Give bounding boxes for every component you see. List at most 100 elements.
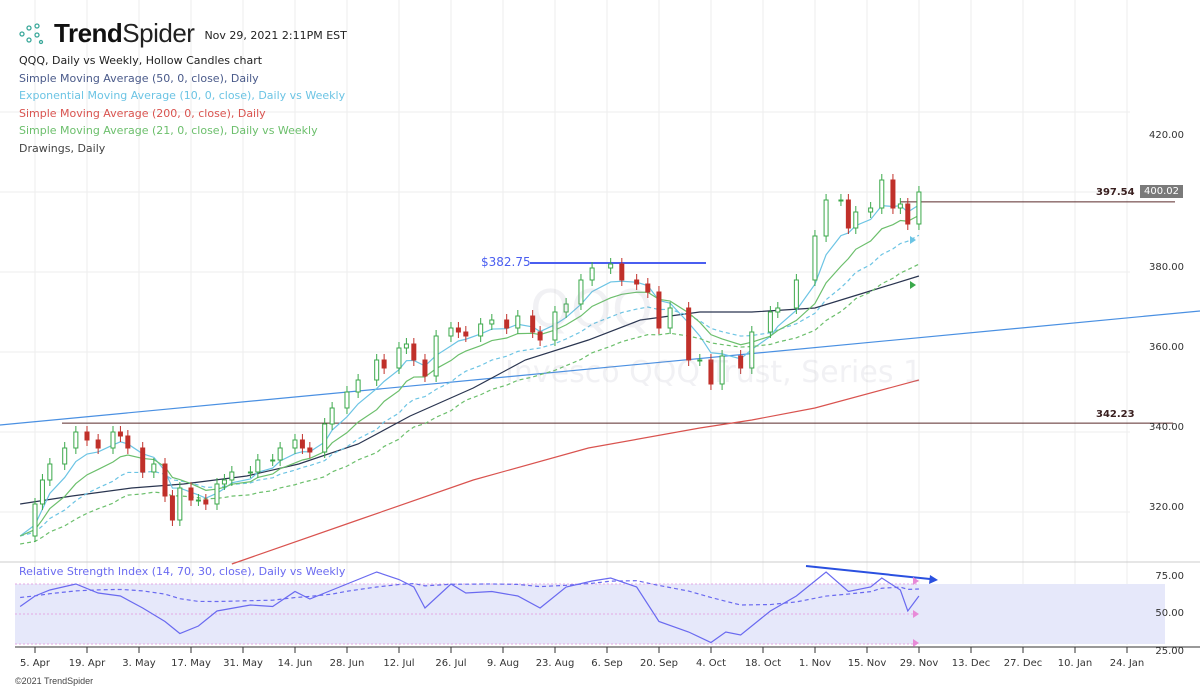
y-tick-label: 420.00 xyxy=(1149,130,1184,141)
candle xyxy=(270,459,276,462)
candle xyxy=(656,291,662,329)
candle xyxy=(214,483,220,505)
sma-marker-icon xyxy=(910,281,916,289)
watermark-symbol: QQQ xyxy=(530,280,653,340)
legend-item[interactable]: Exponential Moving Average (10, 0, close… xyxy=(19,89,346,102)
candle xyxy=(322,423,328,453)
x-tick-label: 29. Nov xyxy=(899,658,939,669)
candle xyxy=(411,343,417,361)
candle xyxy=(396,347,402,369)
candle xyxy=(125,435,131,449)
x-tick-label: 13. Dec xyxy=(951,658,991,669)
candle xyxy=(686,307,692,361)
x-tick-label: 10. Jan xyxy=(1057,658,1093,669)
timestamp: Nov 29, 2021 2:11PM EST xyxy=(204,29,347,42)
support-level-label: 342.23 xyxy=(1096,409,1135,420)
candle xyxy=(775,307,781,313)
candle xyxy=(634,279,640,285)
candle xyxy=(381,359,387,369)
last-price-tag: 400.02 xyxy=(1140,185,1183,198)
candle xyxy=(307,447,313,453)
candle xyxy=(463,331,469,337)
x-tick-label: 23. Aug xyxy=(535,658,575,669)
legend-item[interactable]: Simple Moving Average (21, 0, close), Da… xyxy=(19,124,318,137)
candle xyxy=(890,179,896,209)
x-tick-label: 18. Oct xyxy=(744,658,782,669)
legend-item[interactable]: Drawings, Daily xyxy=(19,141,106,155)
high-level-label: $382.75 xyxy=(481,255,531,269)
candle xyxy=(117,431,123,437)
candle xyxy=(719,355,725,385)
candle xyxy=(32,503,38,537)
rsi-line xyxy=(19,571,920,644)
candle xyxy=(916,191,922,225)
candle xyxy=(355,379,361,393)
candle xyxy=(619,263,625,281)
x-tick-label: 28. Jun xyxy=(329,658,365,669)
candle xyxy=(455,327,461,333)
candle xyxy=(169,495,175,521)
resistance-level-label: 397.54 xyxy=(1096,187,1135,198)
candle xyxy=(374,359,380,381)
candle xyxy=(203,499,209,505)
candle xyxy=(110,431,116,449)
candle xyxy=(530,315,536,333)
candle xyxy=(39,479,45,505)
candle xyxy=(177,487,183,521)
candle xyxy=(563,303,569,313)
rsi-tick-label: 25.00 xyxy=(1155,646,1184,657)
candle xyxy=(879,179,885,209)
legend-item[interactable]: Simple Moving Average (50, 0, close), Da… xyxy=(19,71,259,85)
x-tick-label: 31. May xyxy=(223,658,263,669)
candle xyxy=(515,315,521,329)
y-tick-label: 320.00 xyxy=(1149,502,1184,513)
candle xyxy=(578,279,584,305)
candle xyxy=(738,355,744,369)
candle xyxy=(853,211,859,229)
candle xyxy=(845,199,851,229)
candle xyxy=(667,307,673,329)
candle xyxy=(433,335,439,377)
x-tick-label: 14. Jun xyxy=(277,658,313,669)
x-tick-label: 1. Nov xyxy=(798,658,832,669)
candle xyxy=(195,499,201,502)
ema-marker-icon xyxy=(910,236,916,244)
y-tick-label: 360.00 xyxy=(1149,342,1184,353)
brand-logo: TrendSpider xyxy=(54,18,195,48)
candle xyxy=(537,331,543,341)
candle xyxy=(812,235,818,281)
x-tick-label: 20. Sep xyxy=(640,658,678,669)
candle xyxy=(793,279,799,309)
legend-item[interactable]: QQQ, Daily vs Weekly, Hollow Candles cha… xyxy=(19,54,263,67)
candle xyxy=(277,447,283,461)
candle xyxy=(344,391,350,409)
rsi-band xyxy=(15,584,1165,644)
candle xyxy=(905,203,911,225)
marker-triangle-icon xyxy=(913,639,919,647)
x-tick-label: 19. Apr xyxy=(68,658,106,669)
candle xyxy=(589,267,595,281)
candle xyxy=(422,359,428,377)
candle xyxy=(162,463,168,497)
candle xyxy=(645,283,651,293)
sma200-line xyxy=(231,379,920,565)
candle xyxy=(478,323,484,337)
candle xyxy=(552,311,558,341)
x-tick-label: 12. Jul xyxy=(383,658,415,669)
x-tick-label: 26. Jul xyxy=(435,658,467,669)
rsi-divergence-line xyxy=(805,565,931,580)
candle xyxy=(608,263,614,269)
x-tick-label: 3. May xyxy=(122,658,156,669)
candle xyxy=(47,463,53,481)
y-tick-label: 340.00 xyxy=(1149,422,1184,433)
legend-item[interactable]: Simple Moving Average (200, 0, close), D… xyxy=(19,106,266,120)
candle xyxy=(299,439,305,449)
candle xyxy=(151,463,157,473)
copyright: ©2021 TrendSpider xyxy=(15,676,94,686)
candle xyxy=(329,407,335,425)
candle xyxy=(84,431,90,441)
spider-logo-icon xyxy=(19,22,44,44)
candle xyxy=(897,203,903,209)
